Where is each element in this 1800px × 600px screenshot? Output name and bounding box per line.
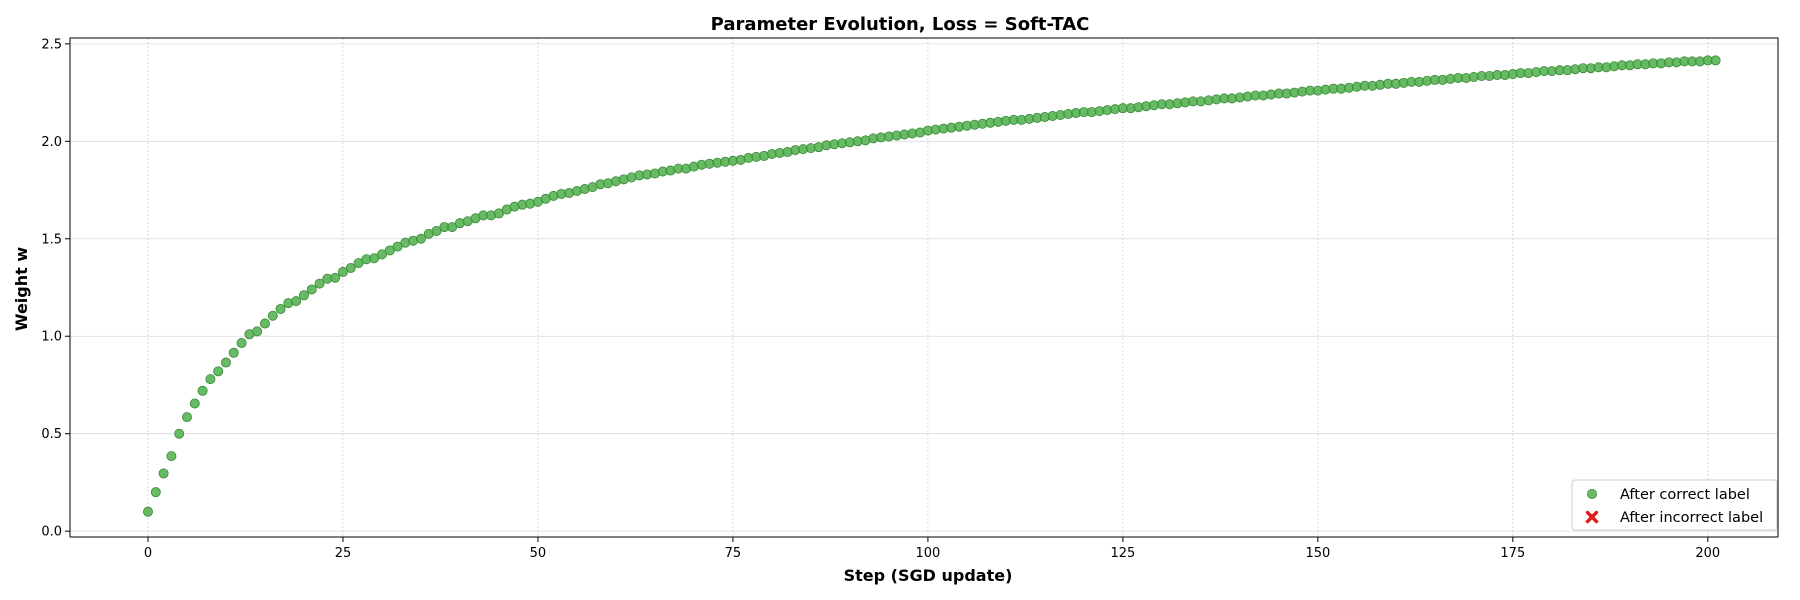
data-point-correct — [447, 222, 458, 233]
x-tick-label: 75 — [725, 546, 742, 561]
x-tick-label: 25 — [335, 546, 352, 561]
data-point-correct — [291, 296, 302, 307]
data-point-correct — [1710, 55, 1721, 66]
grid — [70, 38, 1778, 537]
legend-label-incorrect: After incorrect label — [1620, 510, 1763, 526]
y-tick-label: 0.5 — [41, 427, 62, 442]
x-axis-label: Step (SGD update) — [844, 566, 1013, 585]
y-tick-label: 2.0 — [41, 135, 62, 150]
data-point-correct — [384, 245, 395, 256]
x-tick-label: 150 — [1305, 546, 1330, 561]
y-axis-label: Weight w — [12, 247, 31, 331]
data-point-correct — [337, 266, 348, 277]
data-point-correct — [158, 468, 169, 479]
data-point-correct — [267, 310, 278, 321]
data-point-correct — [166, 451, 177, 462]
y-tick-label: 1.0 — [41, 330, 62, 345]
data-point-correct — [306, 284, 317, 295]
data-point-correct — [415, 233, 426, 244]
data-point-correct — [376, 249, 387, 260]
y-tick-label: 2.5 — [41, 37, 62, 52]
data-point-correct — [174, 428, 185, 439]
legend-box — [1571, 479, 1778, 531]
y-tick-label: 0.0 — [41, 525, 62, 540]
x-tick-label: 125 — [1110, 546, 1135, 561]
data-point-correct — [345, 263, 356, 274]
x-tick-label: 175 — [1500, 546, 1525, 561]
data-point-correct — [252, 326, 263, 337]
data-point-correct — [314, 278, 325, 289]
x-tick-label: 50 — [530, 546, 547, 561]
legend-marker-incorrect — [1585, 510, 1599, 524]
x-tick-label: 200 — [1695, 546, 1720, 561]
legend-marker-correct — [1587, 488, 1598, 499]
x-marker-icon — [1585, 510, 1599, 524]
x-tick-label: 100 — [915, 546, 940, 561]
data-point-correct — [189, 398, 200, 409]
data-point-correct — [142, 506, 153, 517]
data-point-correct — [228, 347, 239, 358]
legend: After correct label After incorrect labe… — [1571, 479, 1778, 531]
data-point-correct — [220, 357, 231, 368]
y-tick-label: 1.5 — [41, 232, 62, 247]
data-point-correct — [181, 412, 192, 423]
data-point-correct — [275, 303, 286, 314]
data-point-correct — [197, 385, 208, 396]
ticks: 0 25 50 75 100 125 150 175 200 0.0 0.5 1.0 1.5 2.0 2.5 — [41, 37, 1720, 561]
data-point-correct — [353, 258, 364, 269]
data-point-correct — [205, 374, 216, 385]
data-point-correct — [298, 290, 309, 301]
data-point-correct — [150, 487, 161, 498]
data-point-correct — [330, 272, 341, 283]
plot-frame — [69, 37, 1779, 538]
chart-title: Parameter Evolution, Loss = Soft-TAC — [711, 14, 1090, 35]
data-point-correct — [236, 338, 247, 349]
data-point-correct — [369, 253, 380, 264]
data-point-correct — [392, 241, 403, 252]
data-point-correct — [213, 366, 224, 377]
data-point-correct — [493, 208, 504, 219]
points-layer — [142, 55, 1721, 517]
legend-label-correct: After correct label — [1620, 487, 1750, 503]
data-point-correct — [259, 318, 270, 329]
data-point-correct — [431, 225, 442, 236]
x-tick-label: 0 — [144, 546, 152, 561]
